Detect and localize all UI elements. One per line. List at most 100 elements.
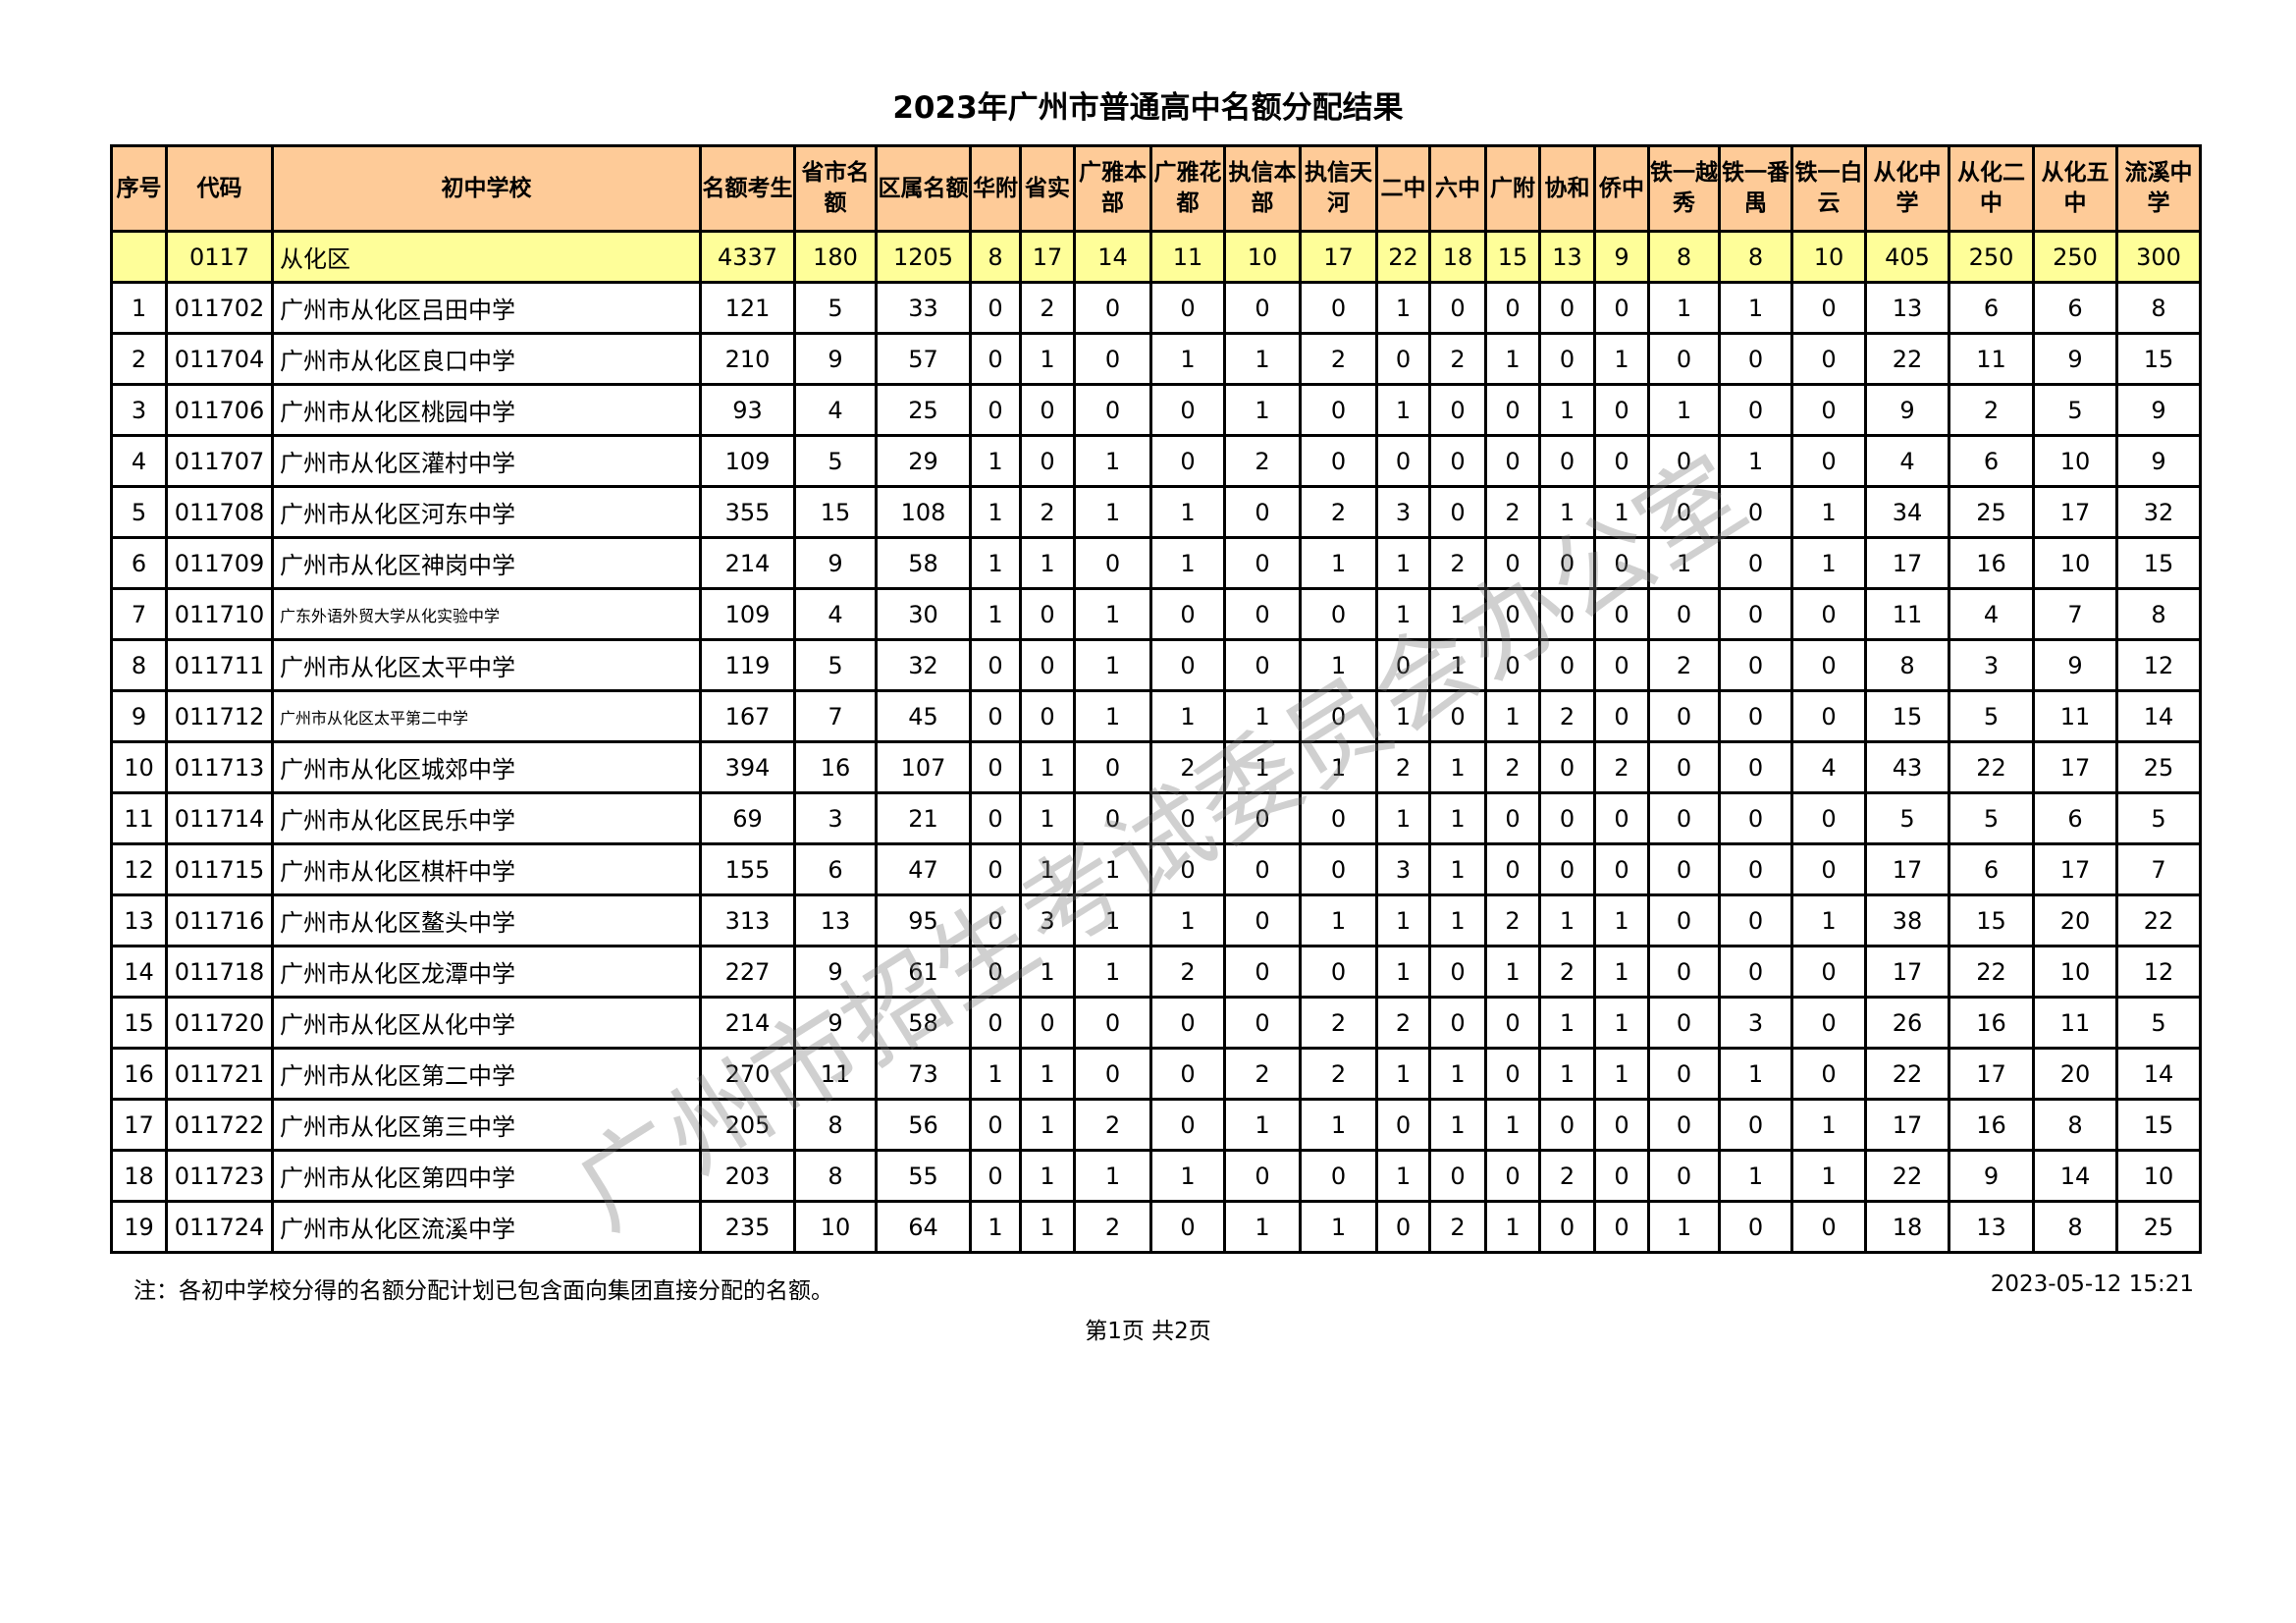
table-cell: 0117	[165, 230, 274, 284]
table-cell: 0	[1593, 638, 1650, 692]
column-header: 名额考生	[699, 144, 796, 233]
table-cell: 0	[1019, 638, 1076, 692]
table-cell: 12	[110, 842, 168, 896]
table-cell: 011724	[165, 1200, 274, 1254]
table-row: 18 011723 广州市从化区第四中学 203 8 55 0 1 1 1 0 0 1 0 0 2 0 0 1 1 22…	[110, 1149, 2202, 1203]
table-cell: 0	[1149, 996, 1226, 1050]
table-cell: 0	[1073, 791, 1152, 845]
column-header: 六中	[1428, 144, 1487, 233]
table-cell: 10	[2115, 1149, 2202, 1203]
table-cell: 0	[1538, 638, 1596, 692]
table-cell: 2	[1484, 740, 1541, 794]
table-cell: 0	[1428, 485, 1487, 539]
table-cell: 9	[793, 996, 878, 1050]
table-cell: 1	[1428, 842, 1487, 896]
table-cell: 1	[1375, 1047, 1431, 1101]
table-cell: 1	[1223, 383, 1302, 437]
column-header: 侨中	[1593, 144, 1650, 233]
table-cell: 29	[875, 434, 972, 488]
table-cell: 58	[875, 536, 972, 590]
table-cell: 121	[699, 281, 796, 335]
table-cell: 0	[969, 842, 1022, 896]
school-name-cell: 广州市从化区良口中学	[271, 332, 702, 386]
table-cell: 17	[1864, 945, 1950, 999]
table-cell: 1	[1538, 1047, 1596, 1101]
table-cell: 1	[1428, 893, 1487, 947]
table-cell: 0	[1073, 383, 1152, 437]
table-cell: 1	[969, 485, 1022, 539]
table-cell: 17	[1864, 536, 1950, 590]
table-cell: 0	[1718, 1200, 1793, 1254]
table-cell: 0	[1647, 1098, 1721, 1152]
column-header: 执信天河	[1299, 144, 1378, 233]
table-cell: 0	[1790, 996, 1867, 1050]
table-cell: 0	[1647, 332, 1721, 386]
column-header: 序号	[110, 144, 168, 233]
table-cell: 2	[1299, 1047, 1378, 1101]
table-cell: 0	[1647, 893, 1721, 947]
table-row: 10 011713 广州市从化区城郊中学 394 16 107 0 1 0 2 1 1 2 1 2 0 2 0 0 4…	[110, 740, 2202, 794]
table-cell: 1	[1019, 740, 1076, 794]
table-cell: 0	[1428, 689, 1487, 743]
table-cell: 0	[1647, 996, 1721, 1050]
table-cell: 13	[1948, 1200, 2035, 1254]
table-cell: 19	[110, 1200, 168, 1254]
table-cell: 4	[1790, 740, 1867, 794]
table-cell: 1	[1073, 945, 1152, 999]
table-cell: 从化区	[271, 230, 702, 284]
table-cell: 011722	[165, 1098, 274, 1152]
table-cell: 1	[1718, 281, 1793, 335]
table-cell: 22	[1375, 230, 1431, 284]
table-cell: 1	[1484, 1098, 1541, 1152]
table-cell: 47	[875, 842, 972, 896]
table-cell: 0	[1593, 281, 1650, 335]
column-header: 从化五中	[2032, 144, 2118, 233]
table-cell: 6	[110, 536, 168, 590]
table-cell: 1	[1647, 383, 1721, 437]
table-cell: 0	[1484, 587, 1541, 641]
table-cell: 10	[2032, 536, 2118, 590]
table-cell: 1	[1375, 536, 1431, 590]
table-cell: 0	[1149, 281, 1226, 335]
table-cell: 3	[1718, 996, 1793, 1050]
school-name-cell: 广州市从化区神岗中学	[271, 536, 702, 590]
table-cell: 0	[1718, 536, 1793, 590]
table-cell: 0	[1484, 842, 1541, 896]
table-cell: 1	[1790, 485, 1867, 539]
table-cell: 1	[1647, 536, 1721, 590]
table-cell: 0	[1790, 638, 1867, 692]
table-cell: 1	[1299, 1098, 1378, 1152]
table-cell: 9	[1593, 230, 1650, 284]
table-cell: 3	[793, 791, 878, 845]
table-cell: 1	[1073, 638, 1152, 692]
school-name-cell: 广州市从化区河东中学	[271, 485, 702, 539]
table-cell: 2	[1299, 485, 1378, 539]
table-cell: 11	[2032, 996, 2118, 1050]
table-cell: 9	[2032, 332, 2118, 386]
table-cell: 0	[1149, 587, 1226, 641]
table-cell: 1	[1718, 1047, 1793, 1101]
table-cell: 0	[1223, 485, 1302, 539]
school-name-cell: 广州市从化区第三中学	[271, 1098, 702, 1152]
table-cell: 0	[1790, 1047, 1867, 1101]
table-cell: 1	[1019, 536, 1076, 590]
table-cell: 0	[969, 689, 1022, 743]
table-cell: 2	[1647, 638, 1721, 692]
table-cell: 0	[1299, 842, 1378, 896]
table-cell: 14	[1073, 230, 1152, 284]
table-cell: 0	[1718, 485, 1793, 539]
table-cell: 1	[1149, 536, 1226, 590]
table-cell: 1	[1538, 485, 1596, 539]
table-cell: 1	[1073, 893, 1152, 947]
table-cell: 0	[1484, 383, 1541, 437]
table-cell: 107	[875, 740, 972, 794]
column-header: 协和	[1538, 144, 1596, 233]
table-cell: 0	[969, 791, 1022, 845]
table-cell: 405	[1864, 230, 1950, 284]
table-row: 19 011724 广州市从化区流溪中学 235 10 64 1 1 2 0 1 1 0 2 1 0 0 1 0 0 1…	[110, 1200, 2202, 1254]
table-row: 3 011706 广州市从化区桃园中学 93 4 25 0 0 0 0 1 0 1 0 0 1 0 1 0 0 9 2 5 9	[110, 383, 2202, 437]
table-cell: 011715	[165, 842, 274, 896]
table-cell: 1	[1299, 893, 1378, 947]
table-cell: 1	[1428, 1047, 1487, 1101]
table-cell: 9	[2115, 383, 2202, 437]
